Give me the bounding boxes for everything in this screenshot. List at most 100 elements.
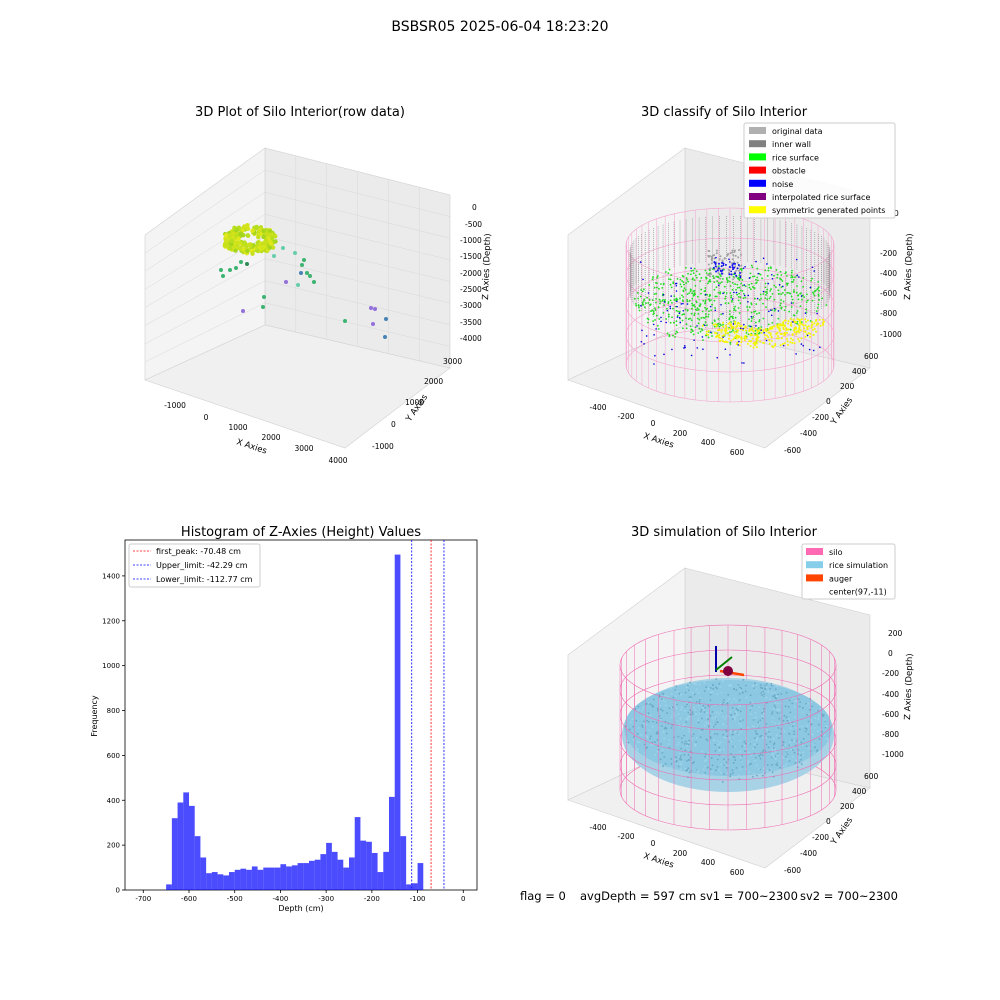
data-point [255,248,260,253]
rice-point [776,764,779,767]
silo-ring [824,289,828,293]
rice-point [772,695,774,698]
rice-surface-point [668,278,670,281]
rice-point [774,701,777,704]
sv1-text: sv1 = 700~2300 [700,889,798,903]
rice-surface-point [667,315,670,318]
rice-point [715,678,718,680]
rice-point [794,716,797,718]
rice-point [628,728,631,731]
rice-surface-point [643,299,645,302]
rice-surface-point [686,298,689,301]
rice-point [772,755,775,758]
silo-ring [644,265,651,270]
silo-ring [832,746,835,751]
rice-point [649,735,652,738]
rice-point [709,735,712,738]
panel-2-x-label: X Axies [642,431,675,450]
rice-point [641,726,644,728]
x-tick-label: -100 [410,895,426,903]
noise-point [709,331,712,334]
rice-point [711,771,714,773]
silo-ring [829,725,833,729]
silo-ring [765,239,774,242]
silo-ring [621,654,624,659]
symmetric-point [798,340,801,343]
rice-surface-point [657,306,660,309]
y-tick-label: 1000 [102,662,120,670]
rice-surface-point [655,286,658,289]
rice-surface-point [658,318,661,320]
silo-ring [629,756,635,761]
rice-surface-point [825,304,828,306]
original-point [715,249,718,252]
noise-point [737,344,739,346]
rice-surface-point [761,277,763,280]
rice-surface-point [748,283,751,286]
rice-point [677,741,680,744]
silo-ring [645,790,652,794]
silo-ring [694,399,704,402]
rice-point [772,708,775,710]
silo-ring [658,695,667,699]
rice-point [711,764,714,767]
histogram-bar [394,554,401,890]
rice-point [652,698,655,701]
original-point [709,267,712,270]
rice-point [753,737,756,739]
rice-surface-point [704,299,707,302]
silo-ring [673,774,683,777]
x-tick-label: -300 [318,895,334,903]
rice-point [733,697,736,700]
histogram-bar [389,796,395,890]
rice-point [698,698,701,701]
rice-surface-point [750,320,753,322]
symmetric-point [749,340,752,343]
rice-point [742,678,745,681]
symmetric-point [803,330,806,333]
data-point [281,246,285,250]
rice-point [706,766,709,769]
rice-surface-point [728,317,731,320]
rice-surface-point [754,297,756,300]
rice-surface-point [739,296,742,299]
symmetric-point [727,322,730,325]
silo-ring [781,680,791,683]
rice-point [776,695,779,698]
symmetric-point [819,324,822,327]
rice-point [755,739,758,741]
symmetric-point [783,325,786,328]
silo-ring [663,244,671,247]
rice-surface-point [682,281,685,284]
silo-ring [665,630,675,633]
rice-surface-point [758,299,761,301]
silo-ring [825,728,830,733]
noise-point [770,314,773,317]
rice-point [748,707,751,710]
rice-point [689,690,692,693]
rice-point [739,756,742,759]
noise-point [766,263,768,265]
data-point [237,246,243,251]
symmetric-point [734,336,737,339]
rice-point [670,716,673,719]
symmetric-point [777,326,780,329]
rice-point [761,715,764,717]
silo-ring [621,746,624,751]
rice-point [660,715,662,718]
histogram-bar [246,869,252,890]
noise-point [747,294,750,297]
silo-ring [764,775,774,778]
data-point [261,228,266,234]
rice-point [661,709,664,712]
silo-ring [645,690,652,694]
silo-ring [651,743,659,746]
noise-point [819,346,821,349]
noise-point [730,270,733,273]
rice-surface-point [766,298,769,301]
silo-ring [639,787,646,791]
rice-surface-point [656,277,659,279]
silo-ring [746,778,756,780]
noise-point [714,262,717,265]
silo-ring [764,725,774,728]
